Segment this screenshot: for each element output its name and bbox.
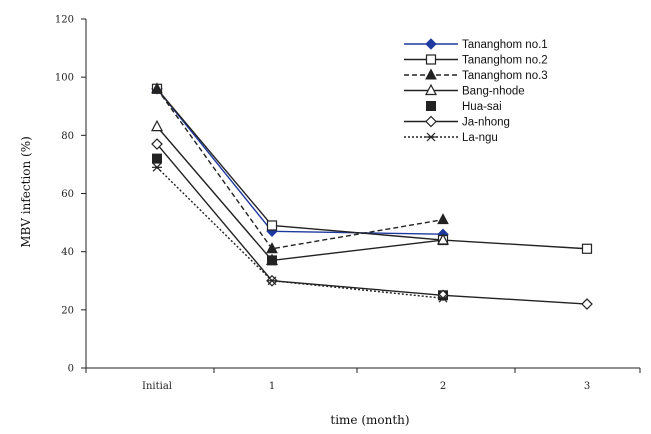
legend-label: Tananghom no.1 [462,39,548,51]
legend-item: Ja-nhong [404,115,510,129]
y-tick-label: 100 [55,73,74,84]
series-group [151,82,593,310]
y-tick-label: 60 [61,189,74,200]
data-point [152,153,162,164]
legend-item: Tananghom no.3 [404,68,548,82]
legend: Tananghom no.1 Tananghom no.2 Tananghom no… [404,38,548,144]
legend-item: Tananghom no.1 [404,38,548,51]
series-6 [152,162,448,303]
legend-item: Bang-nhode [404,83,525,98]
series-0 [151,83,449,240]
axes [81,18,641,373]
x-axis-title: time (month) [330,413,409,427]
data-point [425,68,437,80]
data-point [426,132,436,142]
data-point [151,119,163,132]
y-tick-label: 120 [55,15,74,26]
y-tick-label: 0 [68,364,74,375]
legend-label: Hua-sai [462,101,502,113]
data-point [581,243,593,254]
data-point [437,233,449,245]
legend-item: Hua-sai [426,101,502,113]
y-axis-title: MBV infection (%) [19,136,33,248]
legend-label: Tananghom no.2 [462,55,548,67]
data-point [425,38,437,50]
legend-item: La-ngu [404,132,498,144]
y-tick-label: 80 [61,131,74,142]
data-point [267,255,277,266]
series-2 [151,82,449,254]
series-line [156,88,444,250]
data-point [152,162,162,172]
legend-label: Tananghom no.3 [462,70,548,82]
data-point [425,54,437,65]
data-point [266,242,278,254]
data-point [581,298,593,310]
series-1 [151,83,593,254]
tick-labels: 0 20 40 60 80 100 120 Initial 1 2 3 [55,15,590,393]
series-line [156,88,588,250]
data-point [425,115,437,128]
x-tick-label: 2 [440,381,446,392]
legend-item: Tananghom no.2 [404,54,548,67]
series-line [156,143,588,305]
data-point [267,276,277,286]
x-tick-label: Initial [142,381,172,392]
data-point [438,293,448,303]
legend-label: Bang-nhode [462,86,525,98]
data-point [266,220,278,231]
data-point [151,138,163,150]
y-tick-label: 20 [61,305,74,316]
data-point [151,82,163,94]
data-point [437,213,449,225]
x-tick-label: 1 [269,381,275,392]
series-line [156,126,444,262]
legend-label: Ja-nhong [462,117,510,129]
series-line [156,166,444,299]
y-tick-label: 40 [61,247,74,258]
legend-label: La-ngu [462,132,498,144]
x-tick-label: 3 [584,381,590,392]
data-point [426,101,436,111]
series-line [156,88,444,235]
data-point [425,83,437,96]
